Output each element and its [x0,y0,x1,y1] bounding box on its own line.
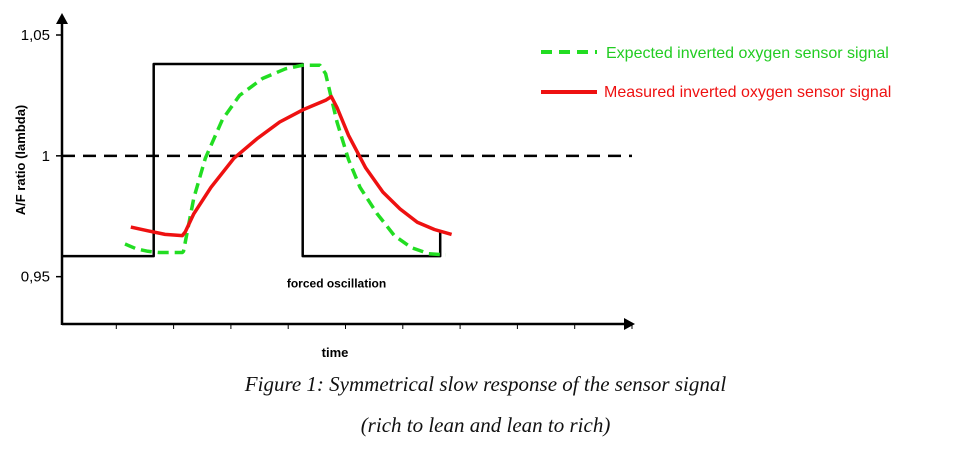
series-forced-oscillation [62,62,442,258]
x-axis-arrow [624,318,635,330]
ticks-layer: 0,95 1 1,05 [21,27,633,329]
x-axis-label: time [322,345,349,360]
series-measured-signal [130,94,453,238]
figure-caption-line-1: Figure 1: Symmetrical slow response of t… [244,372,727,396]
figure-caption-line-2: (rich to lean and lean to rich) [360,413,611,437]
y-axis-label: A/F ratio (lambda) [13,105,28,216]
axes-layer [56,13,635,330]
series-layer [62,62,453,258]
series-expected-signal [124,63,447,257]
legend-label-measured: Measured inverted oxygen sensor signal [604,84,891,101]
legend-label-expected: Expected inverted oxygen sensor signal [606,45,889,62]
legend: Expected inverted oxygen sensor signal M… [541,45,891,101]
annotation-forced-oscillation: forced oscillation [287,277,386,291]
y-tick-label-0: 0,95 [21,269,50,286]
y-tick-label-2: 1,05 [21,27,50,44]
y-axis-arrow [56,13,68,24]
y-tick-label-1: 1 [42,148,50,165]
